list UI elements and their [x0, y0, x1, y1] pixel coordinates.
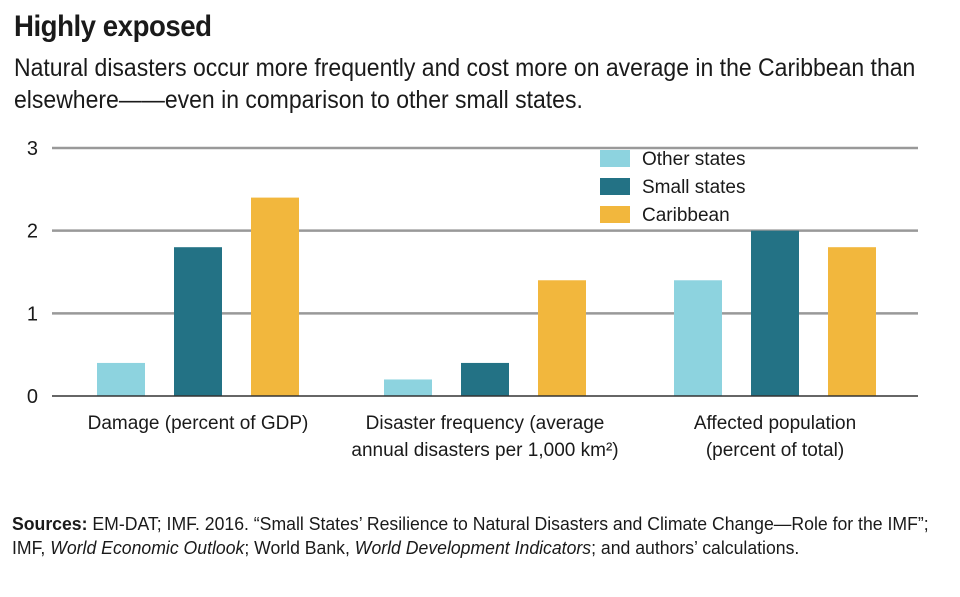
sources-note: Sources: EM-DAT; IMF. 2016. “Small State…: [12, 512, 953, 560]
legend-swatch: [600, 206, 630, 223]
sources-text-2: ; World Bank,: [244, 538, 355, 558]
sources-label: Sources:: [12, 514, 88, 534]
x-tick-label: Disaster frequency (average: [366, 413, 605, 434]
legend-swatch: [600, 150, 630, 167]
x-tick-label: Affected population: [694, 413, 856, 434]
legend-label: Other states: [642, 149, 746, 170]
bar: [97, 362, 145, 396]
y-tick-label: 3: [27, 138, 38, 160]
x-tick-label: annual disasters per 1,000 km²): [351, 440, 618, 461]
y-tick-label: 1: [27, 303, 38, 325]
y-tick-label: 0: [27, 386, 38, 408]
bar-chart: 0 1 2 3 Damage (percent of GDP) Disaster freq…: [27, 138, 918, 461]
legend-swatch: [600, 178, 630, 195]
legend-label: Caribbean: [642, 205, 730, 226]
bar: [751, 230, 799, 396]
x-tick-label: (percent of total): [706, 440, 844, 461]
sources-italic-1: World Economic Outlook: [50, 538, 245, 558]
legend-label: Small states: [642, 177, 745, 198]
sources-italic-2: World Development Indicators: [354, 538, 592, 558]
sources-text-1: EM-DAT; IMF. 2016. “Small States’ Resili…: [12, 514, 929, 558]
sources-text-3: ; and authors’ calculations.: [591, 538, 800, 558]
bar: [384, 379, 432, 396]
bar: [461, 362, 509, 396]
bar: [674, 280, 722, 396]
bar: [538, 280, 586, 396]
bar: [174, 247, 222, 396]
x-tick-label: Damage (percent of GDP): [88, 413, 309, 434]
bar: [251, 197, 299, 396]
chart-subtitle: Natural disasters occur more frequently …: [14, 54, 916, 114]
bar: [828, 247, 876, 396]
chart-title: Highly exposed: [14, 10, 212, 43]
y-tick-label: 2: [27, 221, 38, 243]
